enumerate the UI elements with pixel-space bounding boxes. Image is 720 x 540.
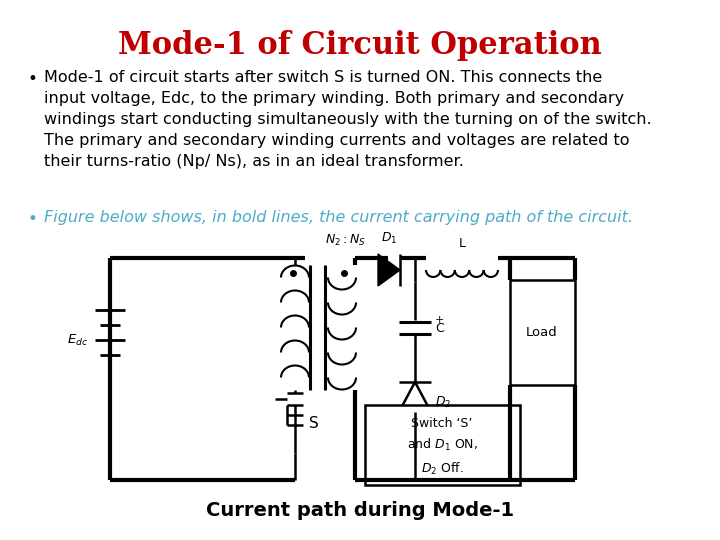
Text: $N_2: N_S$: $N_2: N_S$ <box>325 233 366 248</box>
Text: •: • <box>28 70 38 88</box>
Text: •: • <box>28 210 38 228</box>
Text: Mode-1 of Circuit Operation: Mode-1 of Circuit Operation <box>118 30 602 61</box>
Text: Figure below shows, in bold lines, the current carrying path of the circuit.: Figure below shows, in bold lines, the c… <box>44 210 633 225</box>
Text: Current path during Mode-1: Current path during Mode-1 <box>206 501 514 520</box>
Text: L: L <box>459 237 466 250</box>
Text: C: C <box>435 321 444 334</box>
FancyBboxPatch shape <box>365 405 520 485</box>
Text: $E_{dc}$: $E_{dc}$ <box>67 333 88 348</box>
Text: Switch ‘S’
and $D_1$ ON,
$D_2$ Off.: Switch ‘S’ and $D_1$ ON, $D_2$ Off. <box>407 417 477 477</box>
Text: Load: Load <box>526 326 558 339</box>
Text: +: + <box>435 315 444 325</box>
Text: $D_2$: $D_2$ <box>435 394 451 409</box>
Text: Mode-1 of circuit starts after switch S is turned ON. This connects the
input vo: Mode-1 of circuit starts after switch S … <box>44 70 652 169</box>
FancyBboxPatch shape <box>510 280 575 385</box>
Text: S: S <box>309 415 319 430</box>
Text: $D_1$: $D_1$ <box>381 231 397 246</box>
Polygon shape <box>378 254 400 286</box>
